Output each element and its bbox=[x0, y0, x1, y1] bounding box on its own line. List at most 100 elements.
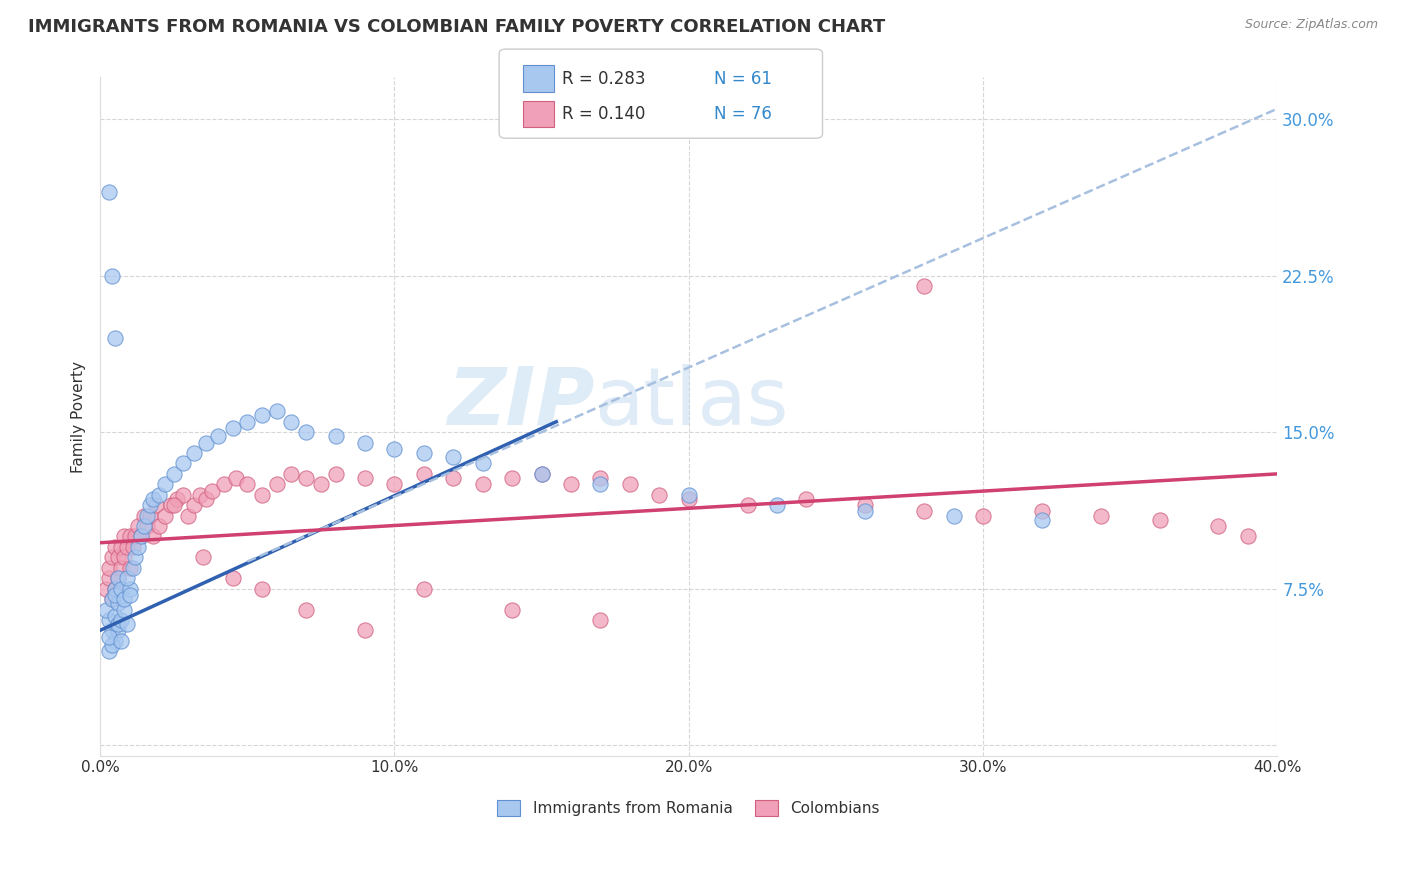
Point bbox=[183, 498, 205, 512]
Point bbox=[530, 467, 553, 481]
Point bbox=[221, 421, 243, 435]
Point bbox=[853, 498, 876, 512]
Point bbox=[148, 519, 170, 533]
Point bbox=[118, 561, 141, 575]
Point bbox=[107, 571, 129, 585]
Point bbox=[104, 608, 127, 623]
Point bbox=[183, 446, 205, 460]
Point bbox=[112, 529, 135, 543]
Text: N = 76: N = 76 bbox=[714, 105, 772, 123]
Point bbox=[107, 624, 129, 638]
Point bbox=[207, 429, 229, 443]
Point bbox=[796, 491, 818, 506]
Point bbox=[118, 588, 141, 602]
Point bbox=[441, 450, 464, 465]
Point bbox=[1208, 519, 1230, 533]
Point bbox=[115, 571, 138, 585]
Point bbox=[115, 540, 138, 554]
Point bbox=[412, 582, 434, 596]
Point bbox=[280, 467, 302, 481]
Point bbox=[221, 571, 243, 585]
Point bbox=[678, 488, 700, 502]
Point bbox=[101, 592, 124, 607]
Text: ZIP: ZIP bbox=[447, 364, 595, 442]
Point bbox=[912, 279, 935, 293]
Point bbox=[97, 185, 120, 199]
Point bbox=[101, 592, 124, 607]
Point bbox=[163, 498, 186, 512]
Point bbox=[1237, 529, 1260, 543]
Point bbox=[212, 477, 235, 491]
Point bbox=[134, 519, 156, 533]
Point bbox=[972, 508, 994, 523]
Point bbox=[139, 498, 162, 512]
Point bbox=[412, 467, 434, 481]
Point bbox=[107, 571, 129, 585]
Point bbox=[104, 633, 127, 648]
Point bbox=[110, 540, 132, 554]
Text: atlas: atlas bbox=[595, 364, 789, 442]
Point bbox=[1031, 513, 1053, 527]
Point bbox=[136, 519, 159, 533]
Point bbox=[97, 630, 120, 644]
Point bbox=[912, 504, 935, 518]
Point bbox=[942, 508, 965, 523]
Point bbox=[471, 457, 494, 471]
Point bbox=[737, 498, 759, 512]
Point bbox=[107, 550, 129, 565]
Point bbox=[412, 446, 434, 460]
Text: R = 0.140: R = 0.140 bbox=[562, 105, 645, 123]
Point bbox=[118, 529, 141, 543]
Point bbox=[619, 477, 641, 491]
Text: R = 0.283: R = 0.283 bbox=[562, 70, 645, 87]
Point bbox=[145, 498, 167, 512]
Point bbox=[112, 602, 135, 616]
Point bbox=[441, 471, 464, 485]
Point bbox=[166, 491, 188, 506]
Point bbox=[250, 488, 273, 502]
Point bbox=[101, 268, 124, 283]
Point bbox=[501, 471, 523, 485]
Point bbox=[172, 457, 194, 471]
Text: N = 61: N = 61 bbox=[714, 70, 772, 87]
Point bbox=[159, 498, 181, 512]
Point bbox=[589, 477, 612, 491]
Point bbox=[191, 550, 214, 565]
Point bbox=[112, 592, 135, 607]
Point bbox=[250, 409, 273, 423]
Point bbox=[115, 617, 138, 632]
Point bbox=[163, 467, 186, 481]
Point bbox=[766, 498, 789, 512]
Point bbox=[295, 471, 318, 485]
Point bbox=[97, 561, 120, 575]
Point bbox=[110, 582, 132, 596]
Point bbox=[560, 477, 582, 491]
Y-axis label: Family Poverty: Family Poverty bbox=[72, 360, 86, 473]
Point bbox=[101, 624, 124, 638]
Point bbox=[188, 488, 211, 502]
Point bbox=[280, 415, 302, 429]
Point bbox=[107, 596, 129, 610]
Point bbox=[530, 467, 553, 481]
Point bbox=[177, 508, 200, 523]
Point bbox=[201, 483, 224, 498]
Point bbox=[325, 429, 347, 443]
Point bbox=[131, 529, 153, 543]
Point bbox=[295, 602, 318, 616]
Point bbox=[112, 550, 135, 565]
Point bbox=[110, 561, 132, 575]
Text: IMMIGRANTS FROM ROMANIA VS COLOMBIAN FAMILY POVERTY CORRELATION CHART: IMMIGRANTS FROM ROMANIA VS COLOMBIAN FAM… bbox=[28, 18, 886, 36]
Point bbox=[104, 540, 127, 554]
Point bbox=[648, 488, 671, 502]
Point bbox=[501, 602, 523, 616]
Point bbox=[101, 638, 124, 652]
Point bbox=[110, 613, 132, 627]
Point bbox=[136, 508, 159, 523]
Point bbox=[236, 415, 259, 429]
Point bbox=[471, 477, 494, 491]
Point bbox=[118, 582, 141, 596]
Point bbox=[309, 477, 332, 491]
Point bbox=[325, 467, 347, 481]
Point bbox=[354, 624, 377, 638]
Point bbox=[153, 508, 176, 523]
